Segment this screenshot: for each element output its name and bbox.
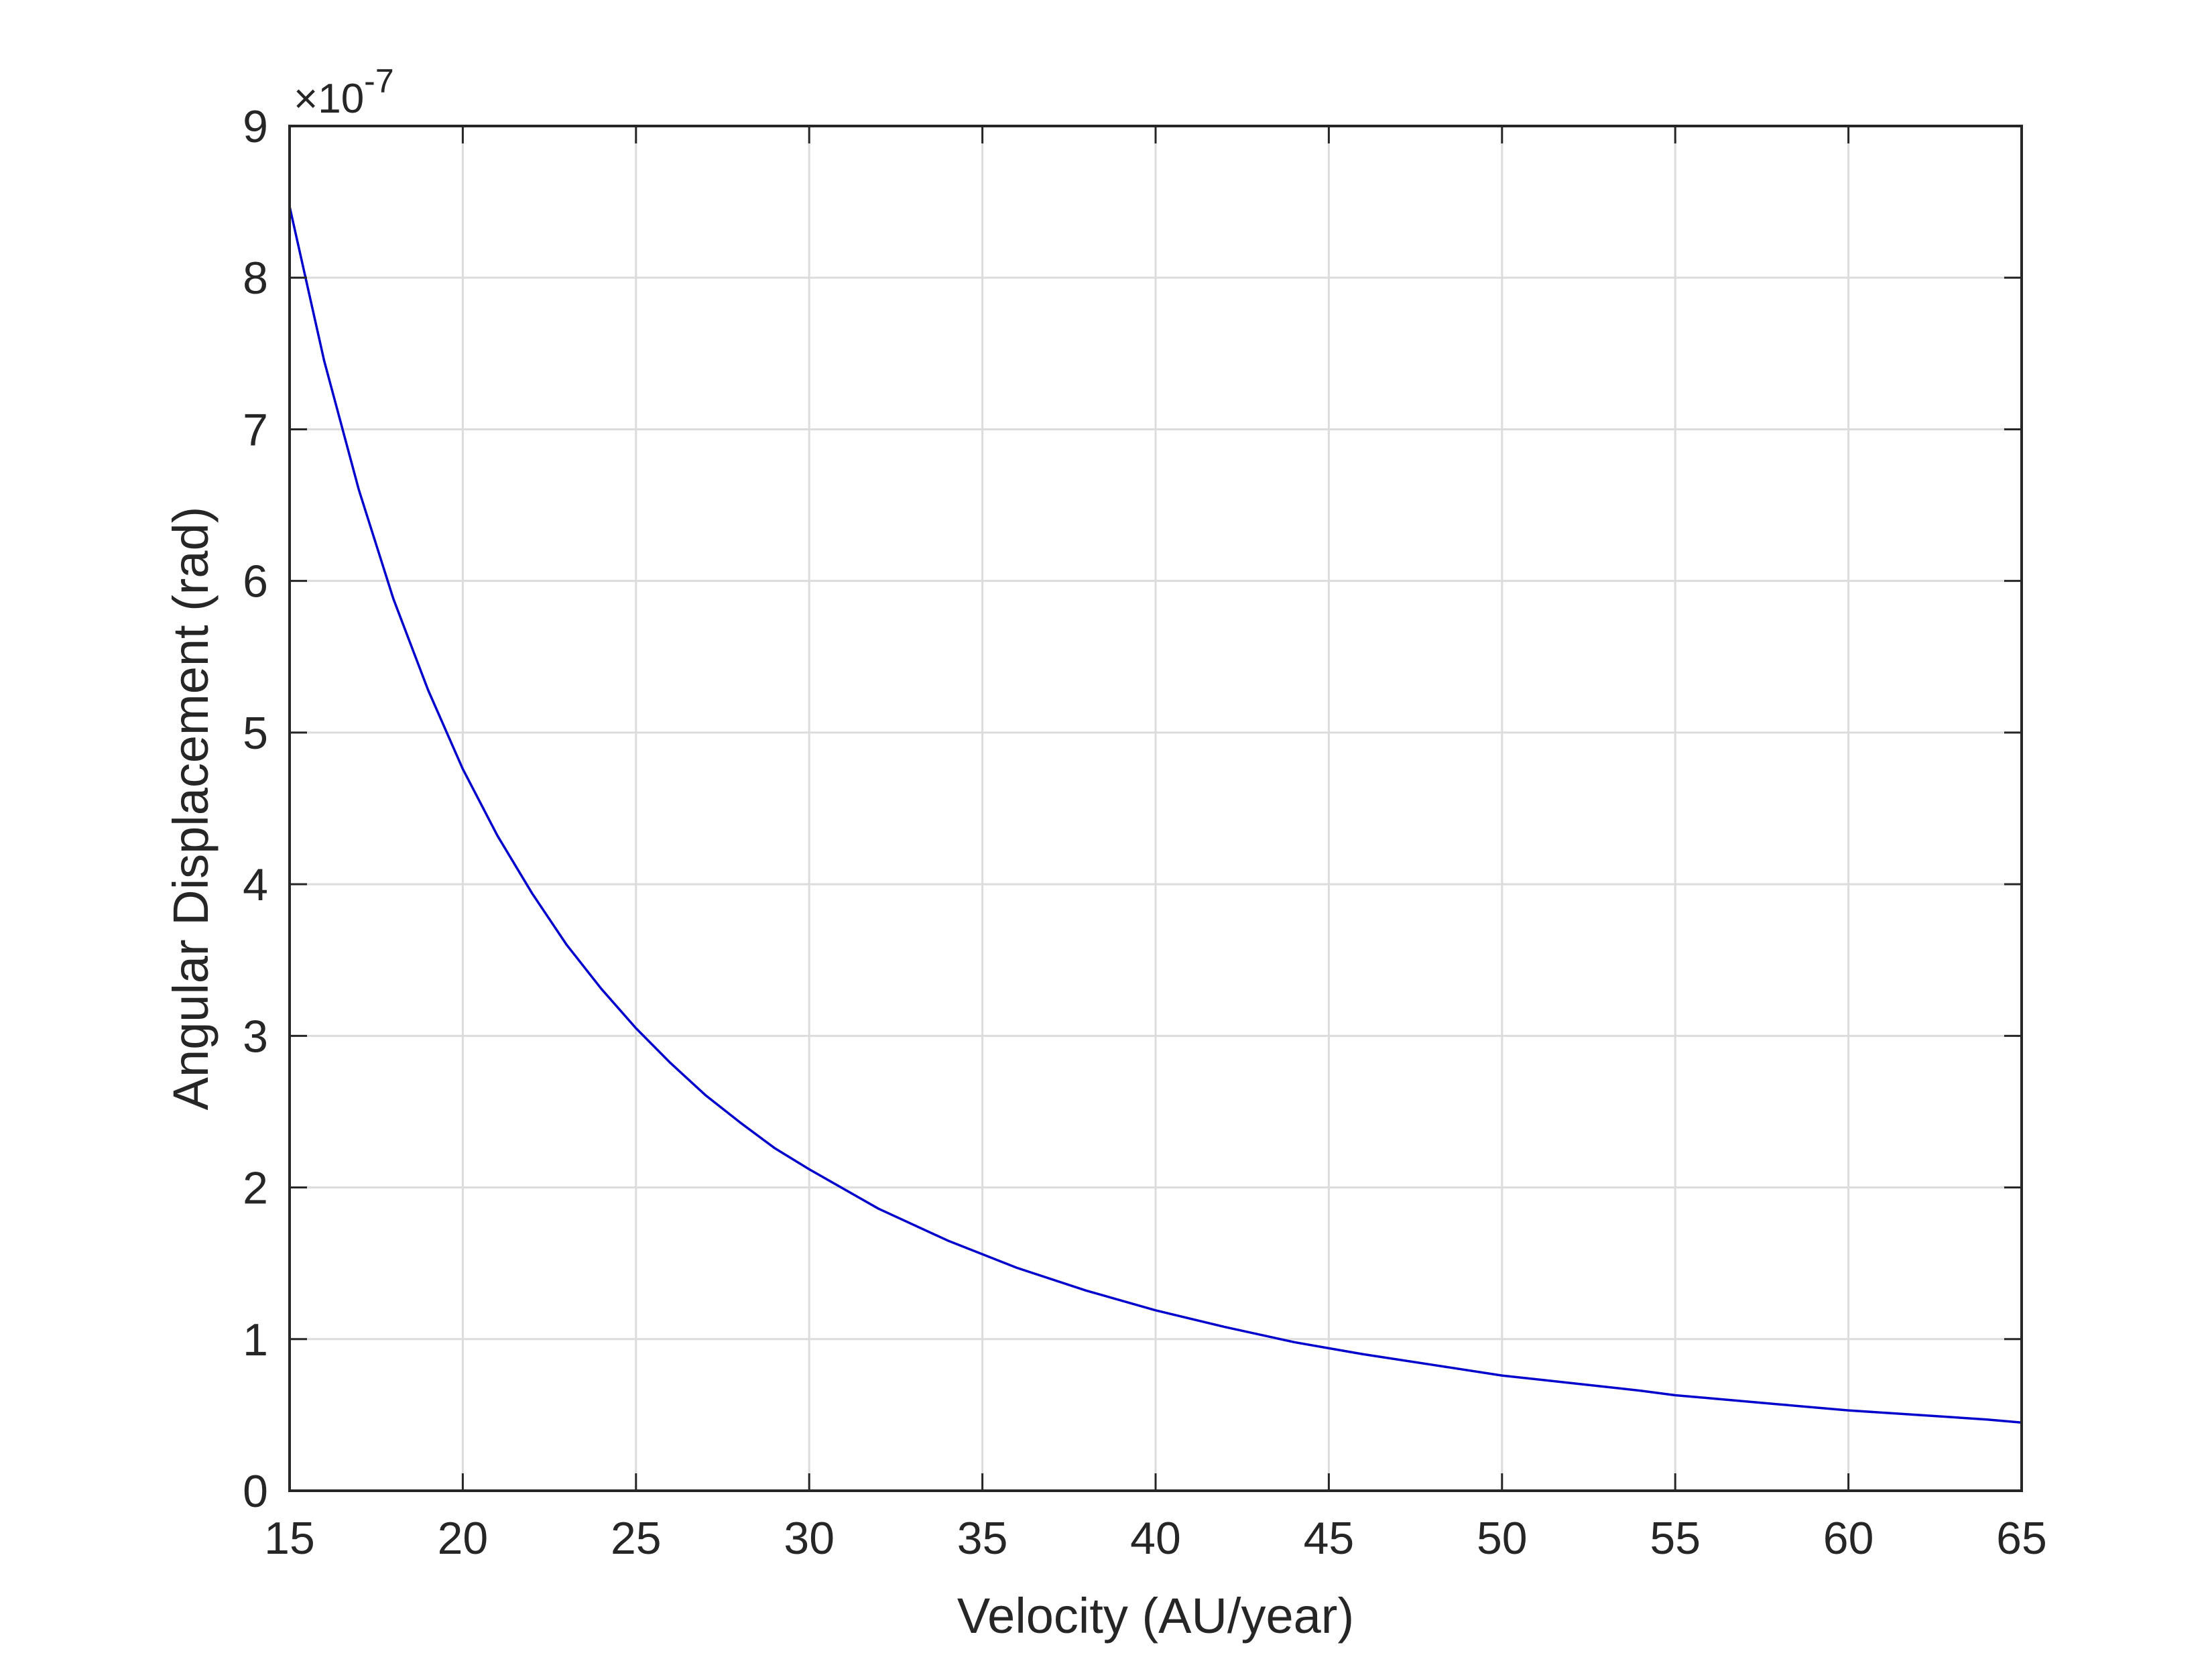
x-tick-label: 65 bbox=[1996, 1513, 2047, 1564]
x-tick-label: 15 bbox=[264, 1513, 315, 1564]
y-multiplier-exponent: -7 bbox=[364, 62, 393, 100]
x-tick-label: 55 bbox=[1650, 1513, 1701, 1564]
y-multiplier-base: ×10 bbox=[294, 76, 364, 122]
x-axis-label: Velocity (AU/year) bbox=[957, 1588, 1354, 1644]
y-tick-label: 6 bbox=[243, 556, 268, 607]
x-tick-label: 40 bbox=[1130, 1513, 1181, 1564]
y-tick-label: 7 bbox=[243, 404, 268, 455]
x-tick-label: 45 bbox=[1304, 1513, 1355, 1564]
y-tick-label: 5 bbox=[243, 708, 268, 759]
y-tick-label: 1 bbox=[243, 1314, 268, 1365]
y-tick-label: 3 bbox=[243, 1011, 268, 1062]
x-tick-label: 35 bbox=[957, 1513, 1008, 1564]
y-axis-multiplier: ×10-7 bbox=[294, 62, 394, 122]
data-series-line bbox=[288, 206, 2022, 1424]
x-tick-label: 25 bbox=[611, 1513, 662, 1564]
y-tick-labels: 0 1 2 3 4 5 6 7 8 9 bbox=[243, 101, 268, 1517]
x-tick-label: 60 bbox=[1823, 1513, 1874, 1564]
y-tick-label: 8 bbox=[243, 253, 268, 304]
y-tick-label: 4 bbox=[243, 859, 268, 910]
y-tick-label: 0 bbox=[243, 1466, 268, 1517]
tick-marks bbox=[288, 125, 2023, 1492]
y-tick-label: 9 bbox=[243, 101, 268, 152]
x-tick-labels: 15 20 25 30 35 40 45 50 55 60 65 bbox=[264, 1513, 2047, 1564]
x-tick-label: 30 bbox=[784, 1513, 835, 1564]
y-axis-label: Angular Displacement (rad) bbox=[163, 507, 219, 1111]
x-tick-label: 50 bbox=[1477, 1513, 1528, 1564]
y-tick-label: 2 bbox=[243, 1163, 268, 1214]
series-layer bbox=[288, 206, 2022, 1424]
x-tick-label: 20 bbox=[438, 1513, 489, 1564]
